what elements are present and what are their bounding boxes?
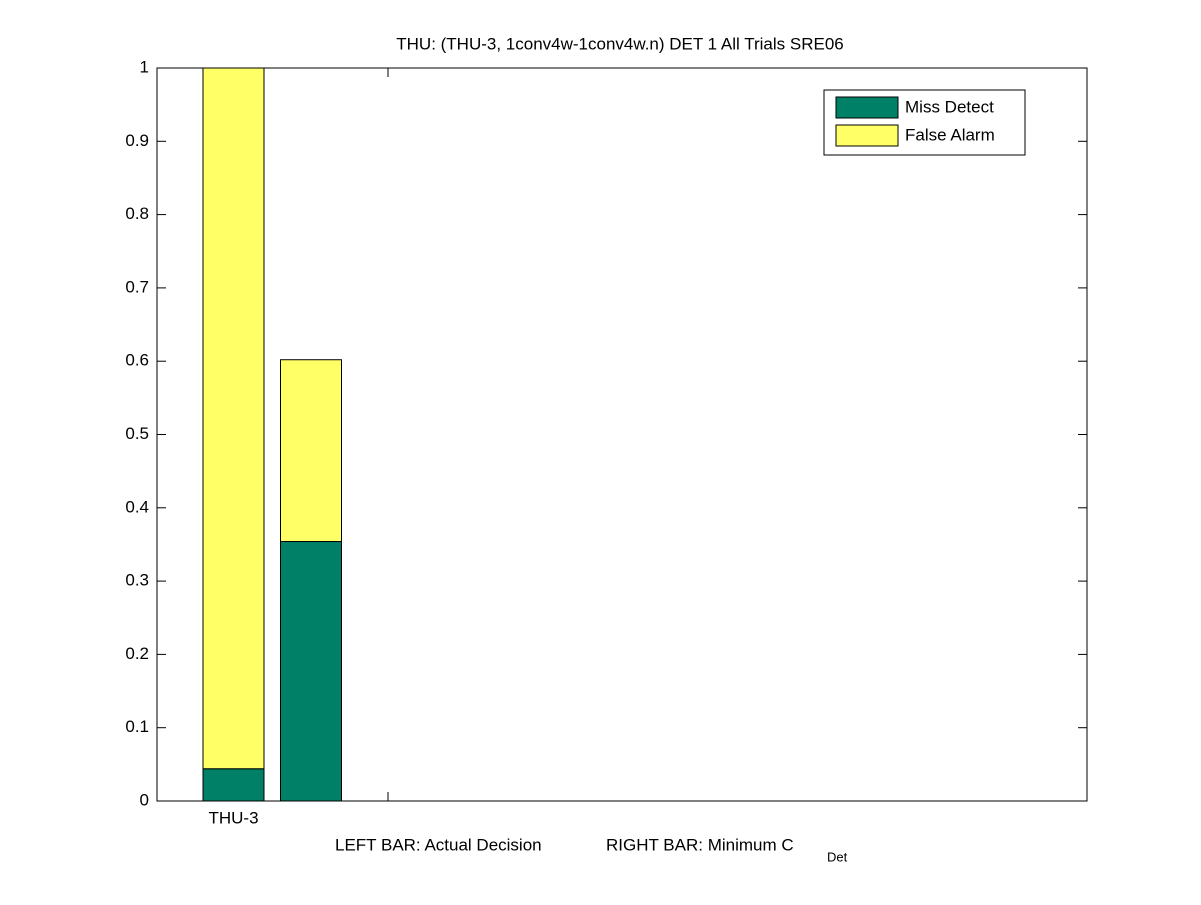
y-tick-label: 0.3: [125, 571, 149, 590]
bar-segment: [280, 359, 342, 543]
legend-swatch: [835, 124, 899, 147]
bar-segment: [280, 541, 342, 802]
y-tick-label: 0.1: [125, 717, 149, 736]
x-tick-label: THU-3: [208, 808, 258, 827]
legend-swatch: [835, 96, 899, 119]
y-tick-label: 0: [140, 790, 149, 809]
y-tick-label: 1: [140, 57, 149, 76]
chart-title: THU: (THU-3, 1conv4w-1conv4w.n) DET 1 Al…: [396, 34, 844, 53]
y-tick-label: 0.2: [125, 644, 149, 663]
y-tick-label: 0.5: [125, 424, 149, 443]
x-axis-label-subscript: Det: [827, 849, 848, 864]
legend-label: Miss Detect: [905, 97, 994, 116]
x-axis-label: LEFT BAR: Actual Decision: [335, 835, 542, 854]
bar-segment: [202, 768, 265, 802]
y-tick-label: 0.7: [125, 277, 149, 296]
y-tick-label: 0.4: [125, 497, 149, 516]
bar-segment: [202, 67, 265, 770]
y-tick-label: 0.8: [125, 204, 149, 223]
x-axis-label: RIGHT BAR: Minimum C: [606, 835, 794, 854]
y-tick-label: 0.9: [125, 131, 149, 150]
y-tick-label: 0.6: [125, 351, 149, 370]
legend-label: False Alarm: [905, 125, 995, 144]
